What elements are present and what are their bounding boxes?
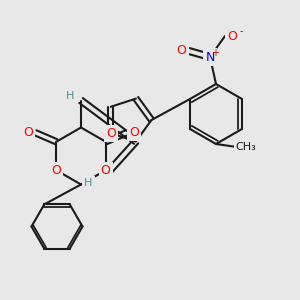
Text: +: + xyxy=(212,47,219,58)
Text: CH₃: CH₃ xyxy=(236,142,256,152)
Text: N: N xyxy=(205,50,215,64)
Text: H: H xyxy=(84,178,93,188)
Text: O: O xyxy=(106,127,116,140)
Text: O: O xyxy=(228,29,237,43)
Text: -: - xyxy=(240,26,243,37)
Text: O: O xyxy=(101,164,111,177)
Text: H: H xyxy=(66,91,75,101)
Text: O: O xyxy=(129,126,139,139)
Text: O: O xyxy=(177,44,186,58)
Text: O: O xyxy=(51,164,61,177)
Text: O: O xyxy=(23,126,33,139)
